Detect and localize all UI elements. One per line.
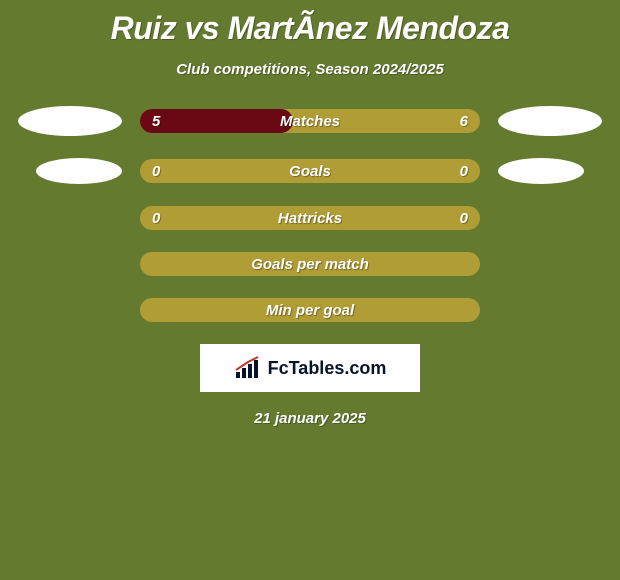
stat-label: Goals per match bbox=[251, 256, 369, 273]
stat-value-right: 0 bbox=[460, 210, 468, 227]
stat-bar: 5 Matches 6 bbox=[140, 109, 480, 133]
placeholder bbox=[498, 218, 602, 219]
card-date: 21 january 2025 bbox=[0, 410, 620, 427]
stat-value-left: 0 bbox=[152, 163, 160, 180]
logo-text: FcTables.com bbox=[268, 358, 387, 379]
player-badge-right bbox=[498, 158, 584, 184]
stat-row: 5 Matches 6 bbox=[0, 106, 620, 136]
placeholder bbox=[498, 264, 602, 265]
bar-fill bbox=[140, 109, 293, 133]
card-subtitle: Club competitions, Season 2024/2025 bbox=[0, 61, 620, 78]
stat-value-left: 0 bbox=[152, 210, 160, 227]
rows: 5 Matches 6 0 Goals 0 0 Hattricks 0 Goals per mat… bbox=[0, 106, 620, 322]
stat-label: Goals bbox=[289, 163, 331, 180]
placeholder bbox=[498, 310, 602, 311]
stat-row: Min per goal bbox=[0, 298, 620, 322]
stat-label: Matches bbox=[280, 113, 340, 130]
comparison-card: Ruiz vs MartÃ­nez Mendoza Club competiti… bbox=[0, 0, 620, 427]
player-badge-left bbox=[36, 158, 122, 184]
player-badge-right bbox=[498, 106, 602, 136]
stat-row: Goals per match bbox=[0, 252, 620, 276]
stat-value-left: 5 bbox=[152, 113, 160, 130]
stat-value-right: 6 bbox=[460, 113, 468, 130]
stat-value-right: 0 bbox=[460, 163, 468, 180]
placeholder bbox=[18, 310, 122, 311]
stat-label: Min per goal bbox=[266, 302, 354, 319]
stat-bar: 0 Goals 0 bbox=[140, 159, 480, 183]
stat-bar: Goals per match bbox=[140, 252, 480, 276]
placeholder bbox=[18, 264, 122, 265]
stat-label: Hattricks bbox=[278, 210, 342, 227]
stat-row: 0 Goals 0 bbox=[0, 158, 620, 184]
stat-bar: 0 Hattricks 0 bbox=[140, 206, 480, 230]
logo-bars-icon bbox=[234, 354, 262, 382]
placeholder bbox=[18, 218, 122, 219]
stat-bar: Min per goal bbox=[140, 298, 480, 322]
stat-row: 0 Hattricks 0 bbox=[0, 206, 620, 230]
player-badge-left bbox=[18, 106, 122, 136]
logo-box: FcTables.com bbox=[200, 344, 420, 392]
card-title: Ruiz vs MartÃ­nez Mendoza bbox=[0, 10, 620, 47]
